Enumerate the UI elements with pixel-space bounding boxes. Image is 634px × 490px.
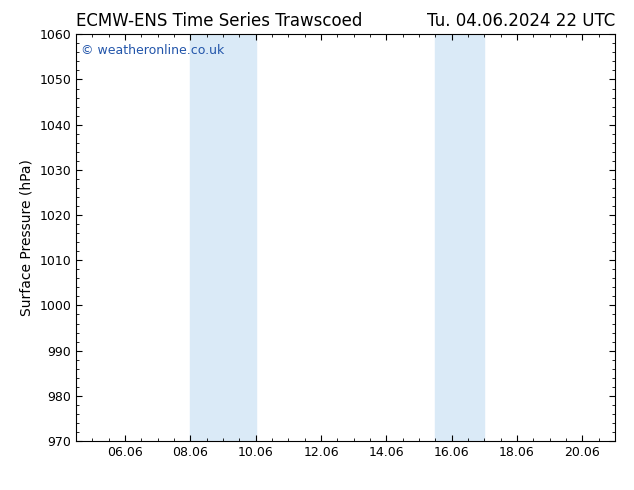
Bar: [436, 34, 484, 441]
Y-axis label: Surface Pressure (hPa): Surface Pressure (hPa): [20, 159, 34, 316]
Text: © weatheronline.co.uk: © weatheronline.co.uk: [81, 45, 224, 57]
Bar: [190, 34, 256, 441]
Text: ECMW-ENS Time Series Trawscoed: ECMW-ENS Time Series Trawscoed: [76, 12, 363, 30]
Text: Tu. 04.06.2024 22 UTC: Tu. 04.06.2024 22 UTC: [427, 12, 615, 30]
